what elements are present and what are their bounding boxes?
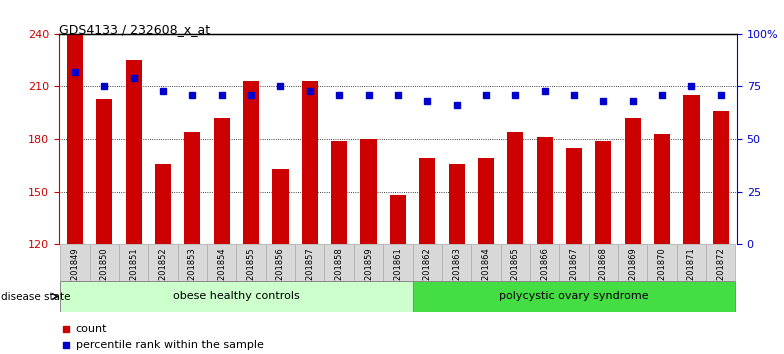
Text: GSM201867: GSM201867 — [569, 247, 579, 298]
Bar — [155, 164, 171, 244]
Text: GDS4133 / 232608_x_at: GDS4133 / 232608_x_at — [59, 23, 210, 36]
FancyBboxPatch shape — [471, 244, 501, 281]
Text: GSM201865: GSM201865 — [511, 247, 520, 298]
Bar — [654, 134, 670, 244]
Bar — [302, 81, 318, 244]
Text: GSM201856: GSM201856 — [276, 247, 285, 298]
FancyBboxPatch shape — [559, 244, 589, 281]
FancyBboxPatch shape — [412, 244, 442, 281]
FancyBboxPatch shape — [589, 244, 618, 281]
FancyBboxPatch shape — [148, 244, 178, 281]
Text: GSM201855: GSM201855 — [247, 247, 256, 298]
Bar — [361, 139, 376, 244]
Text: GSM201870: GSM201870 — [658, 247, 666, 298]
Text: disease state: disease state — [1, 292, 71, 302]
Bar — [448, 164, 465, 244]
FancyBboxPatch shape — [677, 244, 706, 281]
Bar — [125, 60, 142, 244]
Bar — [96, 98, 112, 244]
FancyBboxPatch shape — [207, 244, 237, 281]
Text: GSM201863: GSM201863 — [452, 247, 461, 298]
Bar — [331, 141, 347, 244]
Text: GSM201850: GSM201850 — [100, 247, 109, 298]
Text: GSM201851: GSM201851 — [129, 247, 138, 298]
FancyBboxPatch shape — [530, 244, 559, 281]
FancyBboxPatch shape — [325, 244, 354, 281]
Text: GSM201849: GSM201849 — [71, 247, 79, 298]
Bar — [243, 81, 260, 244]
Bar — [713, 111, 729, 244]
Bar — [390, 195, 406, 244]
Bar — [507, 132, 524, 244]
FancyBboxPatch shape — [237, 244, 266, 281]
Text: GSM201859: GSM201859 — [364, 247, 373, 298]
FancyBboxPatch shape — [119, 244, 148, 281]
Bar — [214, 118, 230, 244]
Text: percentile rank within the sample: percentile rank within the sample — [76, 340, 263, 350]
FancyBboxPatch shape — [354, 244, 383, 281]
FancyBboxPatch shape — [706, 244, 735, 281]
Text: GSM201853: GSM201853 — [188, 247, 197, 298]
Bar — [625, 118, 641, 244]
Text: GSM201862: GSM201862 — [423, 247, 432, 298]
FancyBboxPatch shape — [60, 281, 412, 312]
FancyBboxPatch shape — [266, 244, 295, 281]
FancyBboxPatch shape — [60, 244, 89, 281]
Text: GSM201858: GSM201858 — [335, 247, 343, 298]
FancyBboxPatch shape — [412, 281, 735, 312]
Bar — [566, 148, 582, 244]
FancyBboxPatch shape — [648, 244, 677, 281]
FancyBboxPatch shape — [442, 244, 471, 281]
FancyBboxPatch shape — [501, 244, 530, 281]
Bar — [419, 158, 435, 244]
FancyBboxPatch shape — [618, 244, 648, 281]
Text: polycystic ovary syndrome: polycystic ovary syndrome — [499, 291, 649, 302]
FancyBboxPatch shape — [178, 244, 207, 281]
Bar — [272, 169, 289, 244]
Text: GSM201852: GSM201852 — [158, 247, 168, 298]
FancyBboxPatch shape — [295, 244, 325, 281]
Bar — [684, 95, 699, 244]
Text: GSM201866: GSM201866 — [540, 247, 549, 298]
Bar — [67, 34, 83, 244]
Text: GSM201869: GSM201869 — [628, 247, 637, 298]
Text: GSM201861: GSM201861 — [394, 247, 402, 298]
Text: GSM201857: GSM201857 — [305, 247, 314, 298]
FancyBboxPatch shape — [89, 244, 119, 281]
Bar — [184, 132, 201, 244]
Text: GSM201872: GSM201872 — [717, 247, 725, 298]
Bar — [536, 137, 553, 244]
Text: obese healthy controls: obese healthy controls — [173, 291, 299, 302]
Text: GSM201871: GSM201871 — [687, 247, 696, 298]
Text: count: count — [76, 324, 107, 333]
FancyBboxPatch shape — [383, 244, 412, 281]
Bar — [478, 158, 494, 244]
Text: GSM201854: GSM201854 — [217, 247, 227, 298]
Text: GSM201864: GSM201864 — [481, 247, 491, 298]
Bar — [595, 141, 612, 244]
Text: GSM201868: GSM201868 — [599, 247, 608, 298]
